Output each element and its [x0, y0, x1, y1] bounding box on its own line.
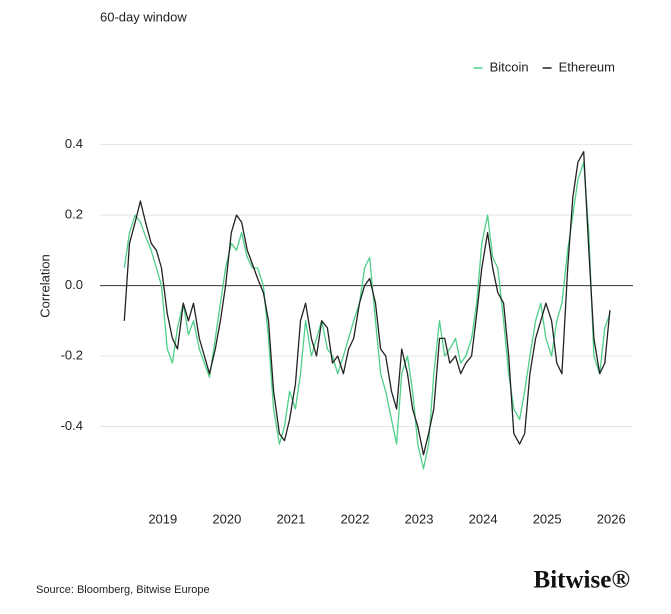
x-tick-label: 2024: [469, 511, 498, 526]
y-tick-label: 0.2: [65, 207, 83, 222]
legend-label: Ethereum: [559, 59, 615, 74]
x-tick-label: 2021: [276, 511, 305, 526]
x-tick-label: 2026: [597, 511, 626, 526]
chart-title: 60-day window: [100, 9, 187, 24]
y-tick-label: 0.0: [65, 277, 83, 292]
legend-label: Bitcoin: [490, 59, 529, 74]
x-tick-label: 2025: [533, 511, 562, 526]
x-tick-label: 2020: [212, 511, 241, 526]
x-tick-label: 2023: [405, 511, 434, 526]
y-tick-label: 0.4: [65, 136, 83, 151]
y-tick-label: -0.4: [61, 418, 83, 433]
y-axis-label: Correlation: [37, 254, 52, 318]
logo: Bitwise®: [534, 567, 630, 594]
source: Source: Bloomberg, Bitwise Europe: [36, 584, 210, 596]
series-line: [123, 151, 611, 456]
x-tick-label: 2022: [341, 511, 370, 526]
y-tick-label: -0.2: [61, 347, 83, 362]
x-tick-label: 2019: [148, 511, 177, 526]
series-line: [123, 161, 611, 470]
